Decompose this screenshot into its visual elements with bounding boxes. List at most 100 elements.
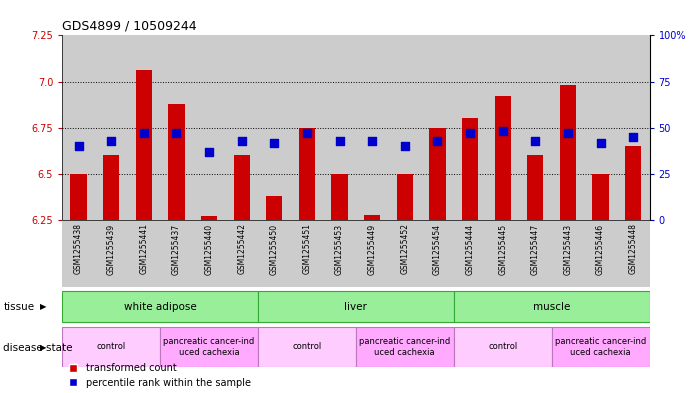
FancyBboxPatch shape — [258, 290, 454, 322]
Text: control: control — [488, 342, 518, 351]
Text: pancreatic cancer-ind
uced cachexia: pancreatic cancer-ind uced cachexia — [555, 337, 646, 356]
Text: GSM1255454: GSM1255454 — [433, 223, 442, 275]
Point — [497, 128, 508, 134]
Bar — [429, 128, 446, 220]
Bar — [486, 35, 519, 220]
Bar — [388, 220, 421, 287]
Bar — [332, 174, 348, 220]
Bar — [323, 35, 356, 220]
Bar — [486, 220, 519, 287]
Point — [562, 130, 574, 136]
Bar — [95, 220, 127, 287]
Bar — [168, 104, 184, 220]
Text: control: control — [292, 342, 321, 351]
Point — [627, 134, 638, 140]
Text: pancreatic cancer-ind
uced cachexia: pancreatic cancer-ind uced cachexia — [163, 337, 255, 356]
Bar — [160, 220, 193, 287]
Text: GSM1255447: GSM1255447 — [531, 223, 540, 275]
Bar — [592, 174, 609, 220]
Bar — [388, 35, 421, 220]
Bar — [127, 35, 160, 220]
Bar — [356, 35, 388, 220]
Bar — [127, 220, 160, 287]
Point — [269, 140, 280, 146]
Bar — [234, 156, 250, 220]
Bar — [95, 35, 127, 220]
Bar — [62, 220, 95, 287]
Bar — [454, 220, 486, 287]
Text: pancreatic cancer-ind
uced cachexia: pancreatic cancer-ind uced cachexia — [359, 337, 451, 356]
Point — [203, 149, 214, 155]
Bar — [421, 35, 454, 220]
Text: GSM1255445: GSM1255445 — [498, 223, 507, 275]
Point — [432, 138, 443, 144]
Bar — [617, 35, 650, 220]
Bar — [551, 220, 585, 287]
FancyBboxPatch shape — [160, 327, 258, 367]
Text: liver: liver — [344, 301, 368, 312]
Text: muscle: muscle — [533, 301, 570, 312]
Text: ▶: ▶ — [40, 302, 47, 311]
Bar — [397, 174, 413, 220]
Text: GSM1255438: GSM1255438 — [74, 223, 83, 274]
Bar — [135, 70, 152, 220]
Bar — [519, 220, 551, 287]
Text: GSM1255442: GSM1255442 — [237, 223, 246, 274]
Bar — [527, 156, 544, 220]
Text: disease state: disease state — [3, 343, 73, 353]
Bar — [617, 220, 650, 287]
FancyBboxPatch shape — [258, 327, 356, 367]
FancyBboxPatch shape — [454, 327, 551, 367]
Point — [171, 130, 182, 136]
Bar — [421, 220, 454, 287]
Text: control: control — [97, 342, 126, 351]
Bar — [291, 220, 323, 287]
Bar — [193, 35, 225, 220]
Text: GDS4899 / 10509244: GDS4899 / 10509244 — [62, 20, 197, 33]
Text: GSM1255440: GSM1255440 — [205, 223, 214, 275]
FancyBboxPatch shape — [551, 327, 650, 367]
FancyBboxPatch shape — [62, 327, 160, 367]
Bar — [364, 215, 380, 220]
Point — [301, 130, 312, 136]
Text: tissue: tissue — [3, 301, 35, 312]
Text: GSM1255446: GSM1255446 — [596, 223, 605, 275]
Bar — [495, 96, 511, 220]
Point — [399, 143, 410, 149]
Bar — [585, 35, 617, 220]
Point — [530, 138, 541, 144]
Bar — [62, 35, 95, 220]
Bar — [356, 220, 388, 287]
Point — [106, 138, 117, 144]
Bar — [160, 35, 193, 220]
Bar — [193, 220, 225, 287]
Point — [73, 143, 84, 149]
Text: GSM1255444: GSM1255444 — [466, 223, 475, 275]
Bar — [560, 85, 576, 220]
Bar — [70, 174, 86, 220]
Bar — [266, 196, 283, 220]
Bar — [225, 35, 258, 220]
Bar — [323, 220, 356, 287]
Text: GSM1255437: GSM1255437 — [172, 223, 181, 275]
Text: GSM1255449: GSM1255449 — [368, 223, 377, 275]
Bar — [201, 217, 217, 220]
Text: GSM1255452: GSM1255452 — [400, 223, 409, 274]
FancyBboxPatch shape — [62, 290, 258, 322]
Bar — [519, 35, 551, 220]
Legend: transformed count, percentile rank within the sample: transformed count, percentile rank withi… — [67, 363, 252, 388]
Text: GSM1255443: GSM1255443 — [563, 223, 572, 275]
Text: GSM1255450: GSM1255450 — [269, 223, 278, 275]
Text: GSM1255439: GSM1255439 — [106, 223, 115, 275]
Point — [595, 140, 606, 146]
Text: GSM1255448: GSM1255448 — [629, 223, 638, 274]
Text: GSM1255441: GSM1255441 — [140, 223, 149, 274]
Point — [464, 130, 475, 136]
Text: ▶: ▶ — [40, 343, 47, 352]
Bar — [551, 35, 585, 220]
Point — [367, 138, 378, 144]
FancyBboxPatch shape — [356, 327, 454, 367]
Point — [334, 138, 345, 144]
Bar — [625, 146, 641, 220]
Text: GSM1255453: GSM1255453 — [335, 223, 344, 275]
